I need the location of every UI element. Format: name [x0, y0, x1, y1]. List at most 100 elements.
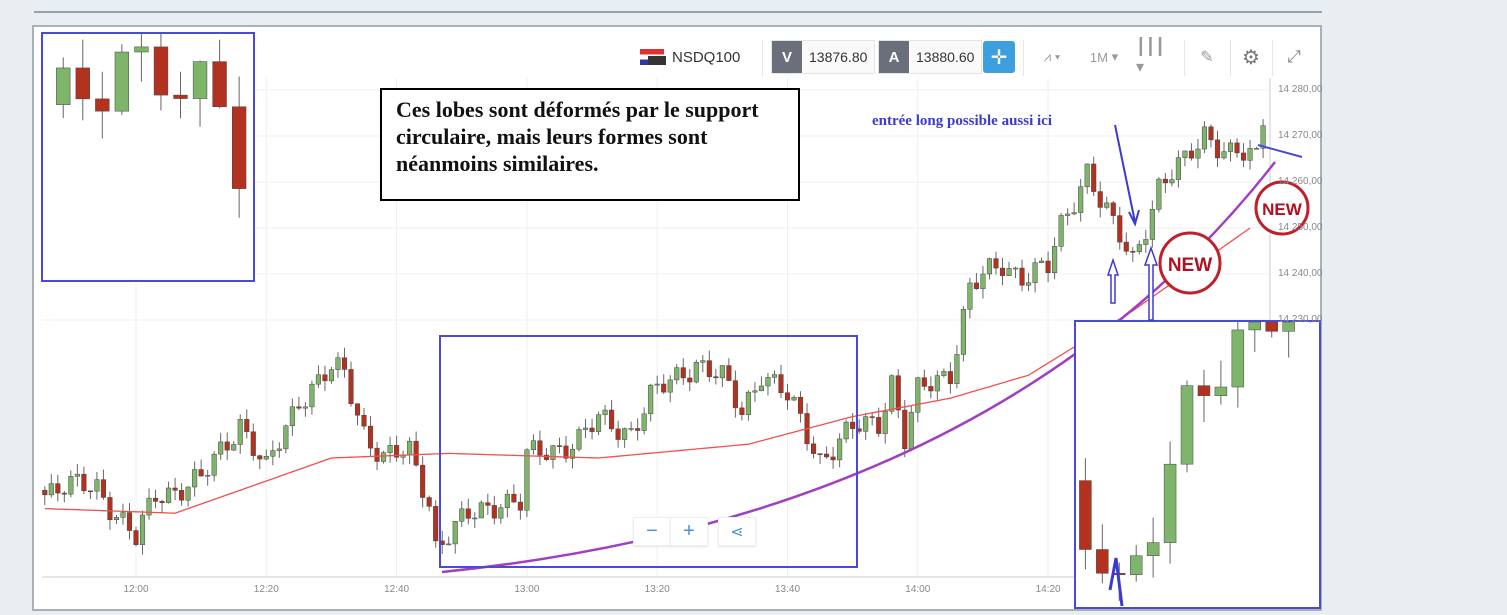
candle-down [322, 374, 328, 382]
candle-down [107, 497, 113, 521]
candle-down [517, 501, 523, 511]
candle-up [309, 383, 315, 408]
candle-up [889, 375, 895, 412]
y-tick-label: 14 270,00 [1278, 130, 1323, 141]
chart-type-icon[interactable]: ⩘ ▾ [1043, 49, 1061, 64]
candle-down [354, 403, 361, 416]
candle-up [837, 438, 843, 461]
inset-bottom-right-candles [1079, 321, 1295, 601]
gear-icon[interactable]: ⚙ [1242, 46, 1260, 69]
candle-up [114, 51, 130, 112]
annotation-arrowhead [1128, 209, 1140, 227]
y-tick-label: 14 250,00 [1278, 222, 1323, 233]
candle-up [48, 483, 54, 496]
candle-up [113, 517, 120, 521]
candle-down [1097, 191, 1103, 208]
candle-down [1019, 267, 1025, 286]
candle-up [459, 508, 465, 522]
buy-label: A [879, 41, 909, 73]
candle-up [1156, 178, 1162, 210]
candle-up [1182, 150, 1188, 158]
x-tick-label: 13:20 [644, 584, 670, 595]
candle-up [1175, 157, 1181, 180]
candle-down [869, 416, 875, 418]
candle-up [218, 441, 224, 455]
sell-price: 13876.80 [809, 49, 868, 65]
annotation-box: Ces lobes sont déformés par le support c… [380, 88, 800, 201]
candle-up [205, 474, 211, 477]
candle-down [341, 357, 348, 370]
buy-button[interactable]: A 13880.60 [878, 40, 983, 74]
candle-up [139, 514, 146, 545]
candle-up [1201, 126, 1208, 150]
candle-up [648, 384, 654, 415]
candle-up [674, 367, 680, 381]
candle-down [797, 397, 804, 414]
timeframe-value: 1M [1089, 49, 1108, 65]
candle-down [173, 94, 188, 99]
candle-up [628, 428, 634, 430]
y-tick-label: 14 260,00 [1278, 176, 1323, 187]
candle-up [1254, 148, 1260, 150]
timeframe-dropdown[interactable]: 1M ▾ [1089, 49, 1119, 65]
symbol-selector[interactable]: NSDQ100 [640, 40, 740, 74]
sell-button[interactable]: V 13876.80 [771, 40, 876, 74]
expand-icon[interactable]: ⤢ [1287, 47, 1301, 66]
candle-down [537, 440, 543, 456]
candle-down [811, 443, 817, 454]
candle-up [1247, 148, 1253, 161]
x-tick-label: 12:20 [253, 584, 279, 595]
page-divider [34, 11, 1322, 13]
candle-down [1091, 163, 1097, 192]
candlestick-icon[interactable]: ┃┃┃ ▾ [1136, 39, 1165, 76]
candle-up [1169, 179, 1175, 184]
candle-up [283, 425, 289, 450]
crosshair-icon[interactable]: ✛ [983, 41, 1015, 73]
candle-down [179, 490, 185, 501]
candle-down [394, 445, 400, 458]
candle-up [1071, 212, 1077, 215]
candle-up [231, 444, 237, 451]
candle-up [1058, 215, 1064, 247]
candle-down [159, 501, 165, 503]
candle-down [1079, 480, 1092, 550]
candle-up [1163, 463, 1177, 543]
candle-up [1136, 244, 1142, 253]
candle-up [719, 365, 725, 379]
candle-up [452, 520, 458, 545]
candle-down [635, 428, 641, 431]
candle-down [706, 360, 712, 377]
divider [762, 40, 763, 76]
zoom-out-button[interactable]: − [633, 517, 671, 546]
svg-text:NEW: NEW [1168, 255, 1212, 276]
candle-up [446, 543, 452, 546]
candle-up [524, 449, 530, 511]
candle-down [231, 106, 247, 189]
candle-down [367, 425, 374, 449]
candle-down [993, 258, 999, 269]
candle-up [1104, 202, 1110, 208]
candle-up [745, 391, 751, 415]
candle-down [1214, 139, 1221, 159]
candle-up [1026, 282, 1032, 286]
moving-average-line [44, 227, 1251, 514]
candle-up [1231, 329, 1245, 388]
draw-icon[interactable]: ✎ [1200, 49, 1214, 66]
candle-down [739, 407, 745, 415]
candle-down [543, 454, 549, 460]
candle-down [1045, 260, 1051, 273]
zoom-in-button[interactable]: + [670, 517, 708, 546]
new-badge: NEW [1254, 180, 1310, 236]
candle-up [120, 512, 126, 518]
candle-up [1084, 163, 1090, 187]
sell-label: V [772, 41, 802, 73]
share-icon[interactable]: ⋖ [718, 517, 756, 546]
candle-down [42, 489, 48, 496]
candle-up [498, 507, 504, 519]
candle-up [771, 374, 778, 378]
candle-up [478, 502, 484, 519]
candle-up [387, 445, 393, 453]
candle-up [237, 419, 243, 445]
candle-down [95, 98, 110, 112]
